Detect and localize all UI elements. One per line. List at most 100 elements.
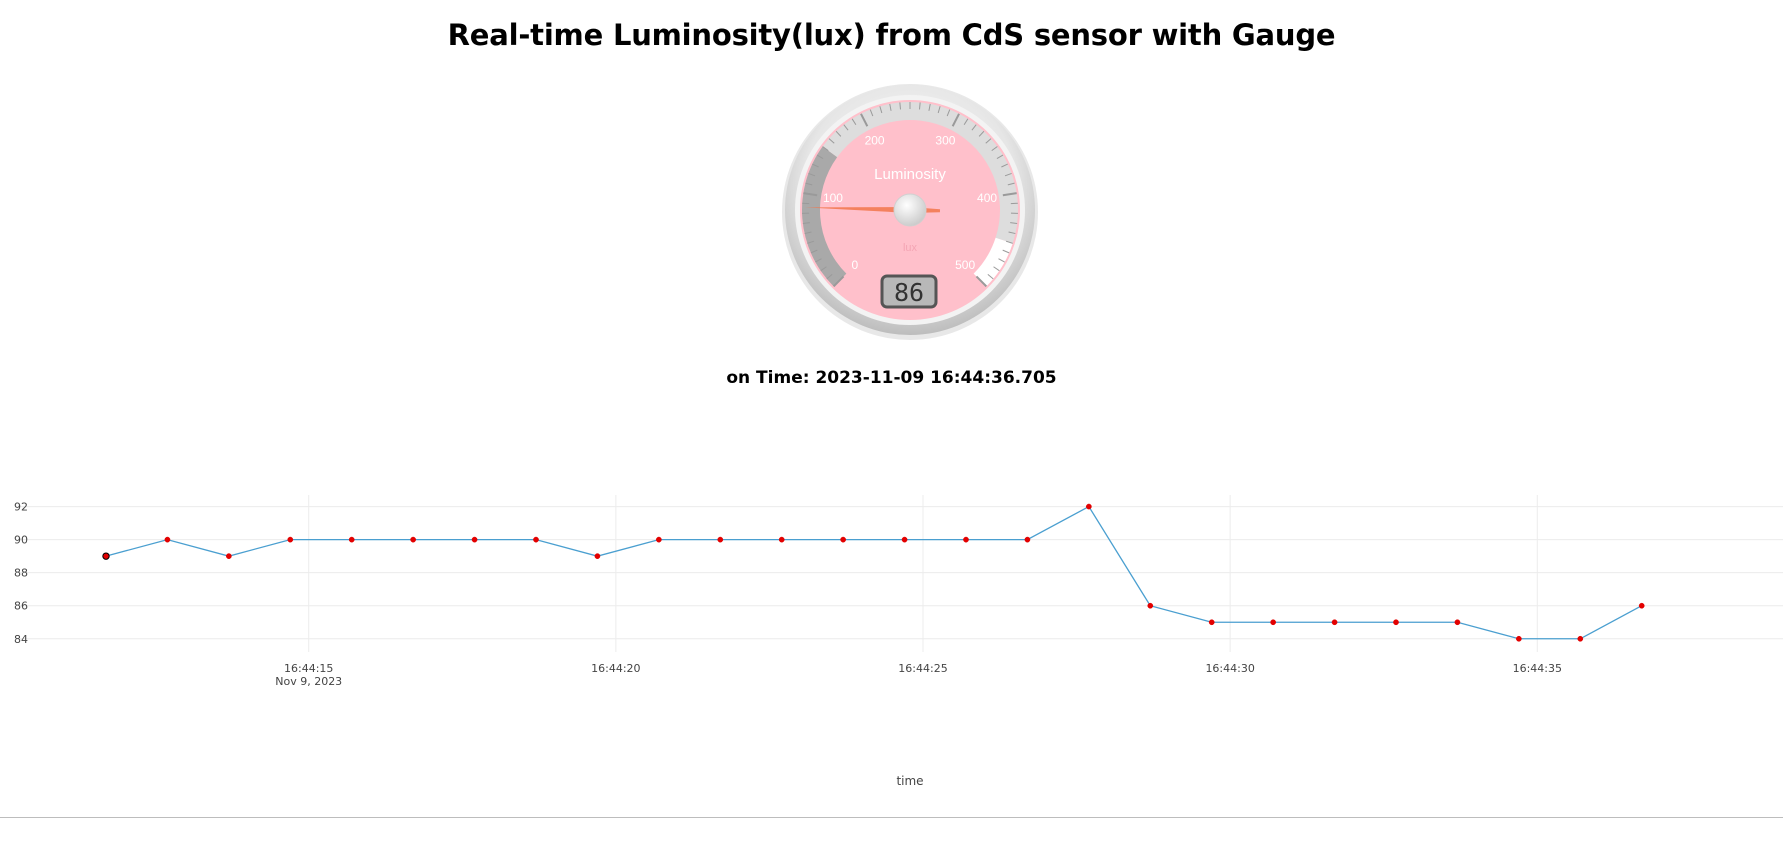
gauge-tick xyxy=(832,275,845,288)
gauge-tick xyxy=(963,118,969,125)
x-axis-label: time xyxy=(896,774,923,788)
gauge-tick xyxy=(991,146,998,152)
gauge-tick xyxy=(987,273,994,280)
y-tick-label: 84 xyxy=(14,633,28,646)
time-label: on Time: 2023-11-09 16:44:36.705 xyxy=(726,368,1057,388)
gauge-tick xyxy=(996,154,1004,160)
data-point[interactable] xyxy=(164,536,171,543)
gauge-tick xyxy=(928,103,931,111)
gauge-tick xyxy=(815,258,822,263)
gauge-tick xyxy=(946,109,951,117)
gauge-tick xyxy=(1002,192,1017,197)
grid-lines xyxy=(20,495,1783,652)
y-tick-label: 92 xyxy=(14,501,28,514)
data-point[interactable] xyxy=(1208,619,1215,626)
x-tick-label: 16:44:25 xyxy=(898,662,947,675)
gauge-tick xyxy=(820,266,827,272)
gauge-tick xyxy=(1005,240,1013,244)
gauge-tick xyxy=(826,273,833,280)
gauge-tick xyxy=(802,222,810,225)
gauge-tick xyxy=(899,102,901,110)
data-point[interactable] xyxy=(840,536,846,543)
gauge-tick xyxy=(993,266,1000,272)
data-points xyxy=(102,503,1645,642)
data-point[interactable] xyxy=(1454,619,1461,626)
gauge-tick xyxy=(1007,182,1015,186)
data-point[interactable] xyxy=(410,536,416,543)
gauge-tick xyxy=(828,138,835,144)
gauge-tick-label: 300 xyxy=(935,134,955,148)
gauge-labels: 0 100 200 300 400 500 xyxy=(823,134,997,273)
bottom-divider xyxy=(0,817,1783,818)
gauge-tick-label: 500 xyxy=(955,258,975,272)
data-point[interactable] xyxy=(778,536,785,543)
gauge-tick xyxy=(816,154,824,160)
gauge-tick xyxy=(807,240,815,244)
gauge-tick xyxy=(808,172,816,177)
gauge-value: 86 xyxy=(894,278,924,307)
data-point[interactable] xyxy=(1516,635,1522,642)
gauge-highlight-1 xyxy=(822,101,1018,244)
x-tick-label: 16:44:35 xyxy=(1513,662,1562,675)
series-line xyxy=(105,505,1643,640)
gauge-tick xyxy=(998,258,1005,263)
gauge-tick xyxy=(843,124,849,131)
gauge-tick xyxy=(978,130,985,137)
data-point[interactable] xyxy=(1147,602,1154,609)
data-point[interactable] xyxy=(471,536,478,543)
data-point[interactable] xyxy=(1638,602,1645,609)
gauge-tick xyxy=(812,163,819,168)
gauge-hub xyxy=(893,193,927,227)
gauge-tick xyxy=(851,118,857,125)
data-point[interactable] xyxy=(1086,503,1092,510)
data-point[interactable] xyxy=(717,536,724,543)
gauge-ticks xyxy=(802,102,1018,288)
data-point[interactable] xyxy=(1024,536,1031,543)
gauge-tick xyxy=(889,103,892,111)
gauge-tick xyxy=(975,275,988,288)
gauge-tick xyxy=(1001,163,1008,168)
data-point[interactable] xyxy=(1270,619,1276,626)
data-point[interactable] xyxy=(656,536,662,543)
gauge-tick-label: 0 xyxy=(852,258,859,272)
gauge-tick xyxy=(805,182,813,186)
y-tick-label: 88 xyxy=(14,567,28,580)
gauge-tick xyxy=(1008,231,1016,235)
gauge-tick-label: 400 xyxy=(977,191,997,205)
data-point[interactable] xyxy=(348,536,355,543)
gauge-tick xyxy=(810,249,818,254)
gauge-tick xyxy=(835,130,842,137)
data-point[interactable] xyxy=(963,536,969,543)
data-point[interactable] xyxy=(226,553,232,559)
x-tick-label: 16:44:15 xyxy=(284,662,333,675)
data-point[interactable] xyxy=(1393,619,1399,626)
x-tick-label: 16:44:20 xyxy=(591,662,640,675)
gauge-tick xyxy=(985,138,992,144)
gauge-tick-label: 200 xyxy=(865,134,885,148)
data-point[interactable] xyxy=(533,536,539,543)
data-point[interactable] xyxy=(594,553,601,559)
gauge-tick xyxy=(803,192,818,197)
y-tick-labels: 84 86 88 90 92 xyxy=(14,501,28,646)
luminosity-gauge: 0 100 200 300 400 500 Luminosity lux 86 xyxy=(782,84,1038,340)
gauge-title: Luminosity xyxy=(874,166,946,183)
data-point[interactable] xyxy=(287,536,294,543)
x-tick-label: 16:44:30 xyxy=(1205,662,1254,675)
gauge-tick xyxy=(1010,222,1018,225)
gauge-tick xyxy=(971,124,977,131)
gauge-tick xyxy=(937,106,941,114)
gauge-tick xyxy=(919,102,921,110)
data-point[interactable] xyxy=(1331,619,1338,626)
y-tick-label: 90 xyxy=(14,534,28,547)
data-point[interactable] xyxy=(901,536,908,543)
gauge-tick xyxy=(860,113,869,127)
data-point[interactable] xyxy=(102,552,110,560)
gauge-value-box xyxy=(880,274,938,309)
gauge-tick xyxy=(804,231,812,235)
gauge-tick xyxy=(1004,172,1012,177)
gauge-tick xyxy=(879,106,883,114)
gauge-tick xyxy=(822,146,829,152)
data-point[interactable] xyxy=(1577,635,1584,642)
